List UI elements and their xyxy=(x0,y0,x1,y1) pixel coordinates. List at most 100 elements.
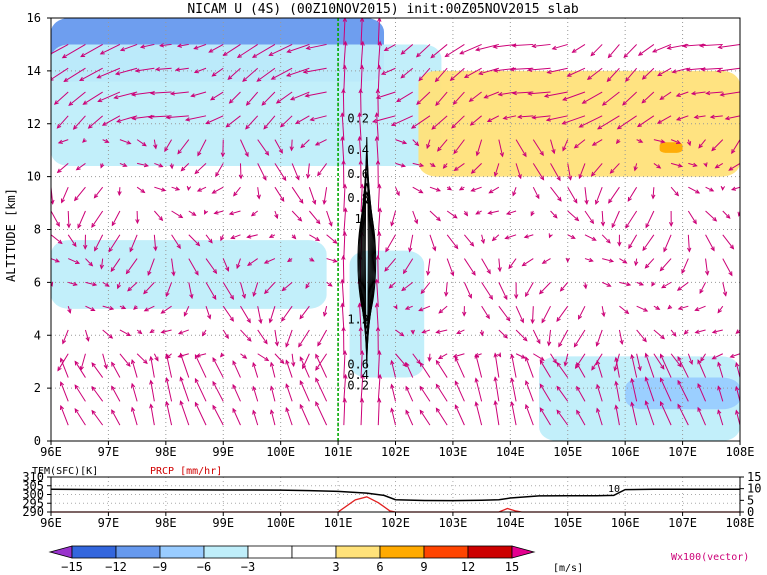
wind-vector xyxy=(567,163,572,180)
wind-vector xyxy=(222,258,229,271)
wind-vector-head xyxy=(91,409,96,415)
wind-vector-head xyxy=(467,293,472,299)
wind-vector xyxy=(68,281,77,286)
wind-vector xyxy=(257,139,269,156)
wind-vector-head xyxy=(730,186,737,191)
wind-vector xyxy=(315,139,327,146)
wind-vector xyxy=(618,329,623,345)
wind-vector-head xyxy=(59,404,65,411)
wind-vector xyxy=(595,187,603,205)
wind-vector-head xyxy=(525,292,530,298)
wind-vector-head xyxy=(309,116,315,122)
wind-vector-head xyxy=(531,43,537,49)
wind-vector-head xyxy=(79,76,85,81)
wind-vector xyxy=(287,43,310,53)
wind-vector xyxy=(431,115,448,130)
wind-vector xyxy=(532,115,551,119)
wind-vector-head xyxy=(205,120,211,125)
wind-vector xyxy=(412,186,423,194)
wind-vector xyxy=(223,44,241,56)
wind-vector-head xyxy=(503,333,508,339)
wind-vector xyxy=(590,44,603,56)
wind-vector xyxy=(450,67,465,81)
wind-vector-head xyxy=(165,354,171,360)
wind-vector xyxy=(412,353,421,364)
wind-vector xyxy=(515,305,524,323)
wind-vector-head xyxy=(659,266,665,272)
wind-vector xyxy=(51,43,69,55)
wind-vector xyxy=(180,401,190,426)
colorbar-label: 15 xyxy=(505,560,519,574)
wind-vector-head xyxy=(315,377,320,383)
wind-vector-head xyxy=(710,246,715,252)
wind-vector-head xyxy=(134,68,140,73)
wind-vector-head xyxy=(480,239,486,245)
wind-vector xyxy=(700,353,706,362)
wind-vector-head xyxy=(641,75,647,80)
wind-vector-head xyxy=(111,361,116,367)
wind-vector xyxy=(705,258,709,275)
y-axis-ticks: 0 2 4 6 8 10 12 14 16 xyxy=(27,11,51,448)
wind-vector-head xyxy=(449,76,455,82)
wind-vector-head xyxy=(46,53,50,56)
wind-vector xyxy=(405,386,414,402)
wind-vector-head xyxy=(614,380,619,386)
wind-vector xyxy=(419,362,431,378)
wind-vector xyxy=(515,329,528,341)
contour-label: 0.8 xyxy=(347,191,369,205)
wind-vector xyxy=(508,258,517,269)
wind-vector xyxy=(341,279,345,307)
wind-vector-head xyxy=(300,143,306,149)
sfc-prcp-label: PRCP [mm/hr] xyxy=(150,466,222,477)
wind-vector-head xyxy=(435,359,441,365)
wind-vector-head xyxy=(573,198,578,204)
wind-vector xyxy=(657,67,672,77)
wind-vector xyxy=(317,163,328,176)
wind-vector-head xyxy=(613,366,618,372)
wind-vector xyxy=(539,282,551,294)
wind-vector xyxy=(418,67,431,81)
wind-vector-head xyxy=(674,191,680,197)
wind-vector xyxy=(556,305,569,322)
wind-vector-head xyxy=(285,406,290,413)
wind-vector-head xyxy=(75,165,81,171)
wind-vector xyxy=(91,386,104,402)
wind-vector-head xyxy=(46,379,49,383)
precipitation-line xyxy=(51,496,740,513)
wind-vector xyxy=(76,163,86,171)
wind-vector xyxy=(341,303,345,330)
wind-vector-head xyxy=(315,365,320,371)
wind-vector-head xyxy=(523,234,529,239)
wind-vector-head xyxy=(79,365,84,372)
wind-vector-head xyxy=(62,339,67,345)
wind-vector xyxy=(663,234,672,252)
wind-vector xyxy=(717,362,724,378)
wind-vector-head xyxy=(469,241,475,247)
wind-vector-head xyxy=(51,281,54,287)
wind-vector-head xyxy=(197,151,202,157)
x-tick-label: 107E xyxy=(668,445,697,459)
wind-vector-head xyxy=(619,339,624,346)
colorbar-label: −15 xyxy=(61,560,83,574)
wind-vector xyxy=(291,186,304,204)
wind-vector xyxy=(194,67,207,73)
wind-vector xyxy=(677,380,689,402)
wind-vector-head xyxy=(87,124,93,129)
wind-vector-head xyxy=(399,331,405,337)
wind-vector-head xyxy=(244,152,249,158)
wind-vector-head xyxy=(68,101,74,106)
wind-vector-head xyxy=(135,219,140,225)
wind-vector-head xyxy=(493,68,499,73)
wind-vector-head xyxy=(305,283,310,289)
wind-vector xyxy=(429,234,436,251)
wind-vector-head xyxy=(130,358,136,365)
wind-vector-head xyxy=(396,97,402,103)
wind-vector-head xyxy=(444,291,449,297)
wind-vector xyxy=(395,329,404,337)
chart-title: NICAM U (4S) (00Z10NOV2015) init:00Z05NO… xyxy=(187,2,579,17)
wind-vector xyxy=(505,234,517,239)
wind-vector xyxy=(427,258,431,275)
wind-vector-head xyxy=(517,114,523,119)
wind-vector-head xyxy=(252,361,257,368)
